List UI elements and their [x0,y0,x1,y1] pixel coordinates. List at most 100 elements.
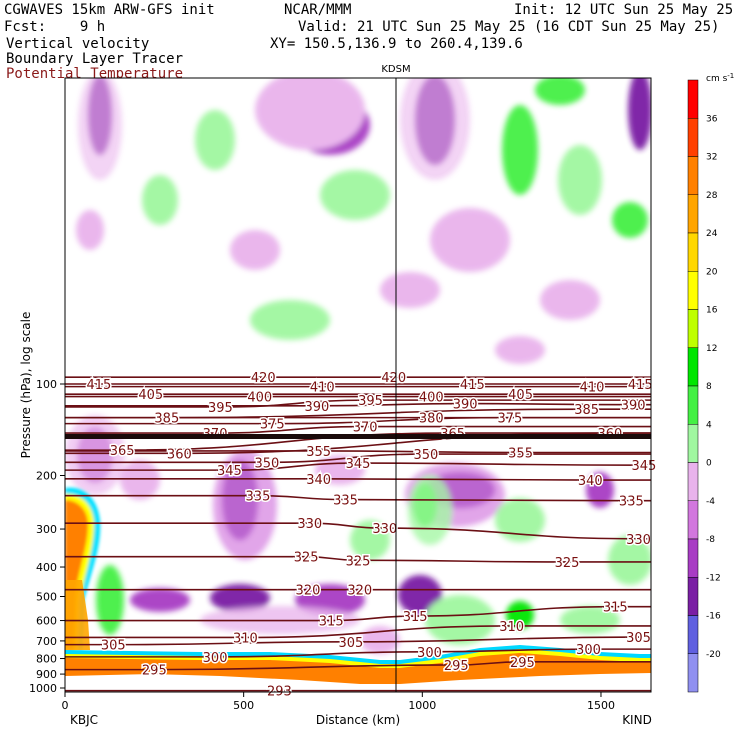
theta-contour-390 [65,402,651,407]
theta-label: 330 [626,533,651,548]
theta-label: 385 [154,412,179,427]
colorbar-tick-label: 12 [706,344,717,354]
theta-label: 395 [208,401,233,416]
theta-label: 325 [555,556,580,571]
x-tick-label: 500 [233,699,254,712]
theta-label: 415 [87,378,112,393]
y-tick-label: 900 [36,668,57,681]
theta-label: 330 [297,517,322,532]
theta-label: 370 [353,421,378,436]
y-tick-label: 600 [36,615,57,628]
theta-label: 320 [347,584,372,599]
x-tick-label: 1500 [587,699,615,712]
theta-contour-335 [65,494,651,502]
theta-label: 365 [110,444,135,459]
header-field-tracer: Boundary Layer Tracer [6,51,184,67]
colorbar-bin [687,194,699,234]
theta-label: 325 [294,551,319,566]
x-tick-label: 0 [62,699,69,712]
theta-label: 375 [497,412,522,427]
x-endpoint-right: KIND [622,713,652,727]
theta-label: 420 [381,371,406,386]
theta-label: 320 [296,584,321,599]
colorbar-bin [687,347,699,387]
theta-contour-310 [65,625,651,639]
header-fcst: Fcst: 9 h [4,19,106,35]
theta-label: 410 [580,381,605,396]
theta-label: 360 [167,447,192,462]
colorbar-bin [687,309,699,348]
colorbar-tick-label: 0 [706,459,712,469]
theta-label: 310 [233,631,258,646]
colorbar: 36 32 28 24 20 16 12 8 4 0 -4 -8 -12 -16 -20 [687,79,721,693]
x-tick-label: 1000 [408,699,436,712]
theta-contour-300 [65,648,651,658]
header-valid: Valid: 21 UTC Sun 25 May 25 (16 CDT Sun … [298,19,720,35]
colorbar-tick-label: 24 [706,229,718,239]
colorbar-tick-label: 20 [706,267,718,277]
theta-label: 405 [138,388,163,403]
colorbar-bin [687,271,699,310]
theta-label: 405 [508,388,533,403]
theta-label: 300 [576,643,601,658]
colorbar-tick-label: 28 [706,191,718,201]
theta-contour-395 [65,399,651,408]
colorbar-bin [687,500,699,540]
boundary-layer-band [65,645,651,692]
theta-label: 295 [510,656,535,671]
theta-label: 380 [419,412,444,427]
header-org: NCAR/MMM [284,2,352,18]
colorbar-tick-label: -12 [706,573,721,583]
theta-label: 300 [203,651,228,666]
theta-label: 400 [247,391,272,406]
colorbar-tick-label: 36 [706,114,718,124]
colorbar-unit-exp: -1 [727,72,734,80]
x-axis-title: Distance (km) [316,713,400,727]
theta-label: 330 [372,522,397,537]
colorbar-bin [687,79,699,119]
colorbar-bin [687,424,699,463]
y-tick-label: 800 [36,653,57,666]
colorbar-tick-label: 8 [706,382,712,392]
tropopause-band [65,434,651,439]
colorbar-bin [687,653,699,693]
colorbar-bin [687,156,699,195]
theta-label: 415 [628,378,653,393]
theta-contour-295 [65,660,651,671]
colorbar-tick-label: -16 [706,612,721,622]
theta-label: 335 [333,494,358,509]
y-tick-label: 700 [36,635,57,648]
colorbar-bin [687,538,699,578]
theta-label: 355 [508,446,533,461]
theta-label: 415 [460,378,485,393]
theta-contour-350 [65,453,651,464]
theta-label: 315 [319,615,344,630]
colorbar-bin [687,462,699,501]
y-tick-label: 1000 [29,682,57,695]
colorbar-bin [687,385,699,425]
plot-frame [64,77,652,693]
header-model: CGWAVES 15km ARW-GFS init [4,2,215,18]
colorbar-unit: cm s-1 [706,72,734,84]
theta-label: 355 [306,445,331,460]
theta-label: 390 [304,400,329,415]
colorbar-bin [687,577,699,616]
theta-label: 300 [417,646,442,661]
y-tick-label: 200 [36,470,57,483]
colorbar-unit-text: cm s [706,74,728,84]
x-axis: 0 500 1000 1500 [62,692,615,712]
theta-label: 340 [306,473,331,488]
theta-label: 305 [626,631,651,646]
colorbar-tick-label: -8 [706,535,715,545]
theta-label: 335 [619,495,644,510]
colorbar-tick-label: 4 [706,420,712,430]
theta-label: 410 [310,381,335,396]
theta-label: 295 [142,664,167,679]
theta-contour-355 [65,450,651,454]
header-xy: XY= 150.5,136.9 to 260.4,139.6 [270,36,523,52]
theta-contour-325 [65,555,651,563]
theta-label: 400 [419,391,444,406]
x-endpoint-left: KBJC [70,713,98,727]
